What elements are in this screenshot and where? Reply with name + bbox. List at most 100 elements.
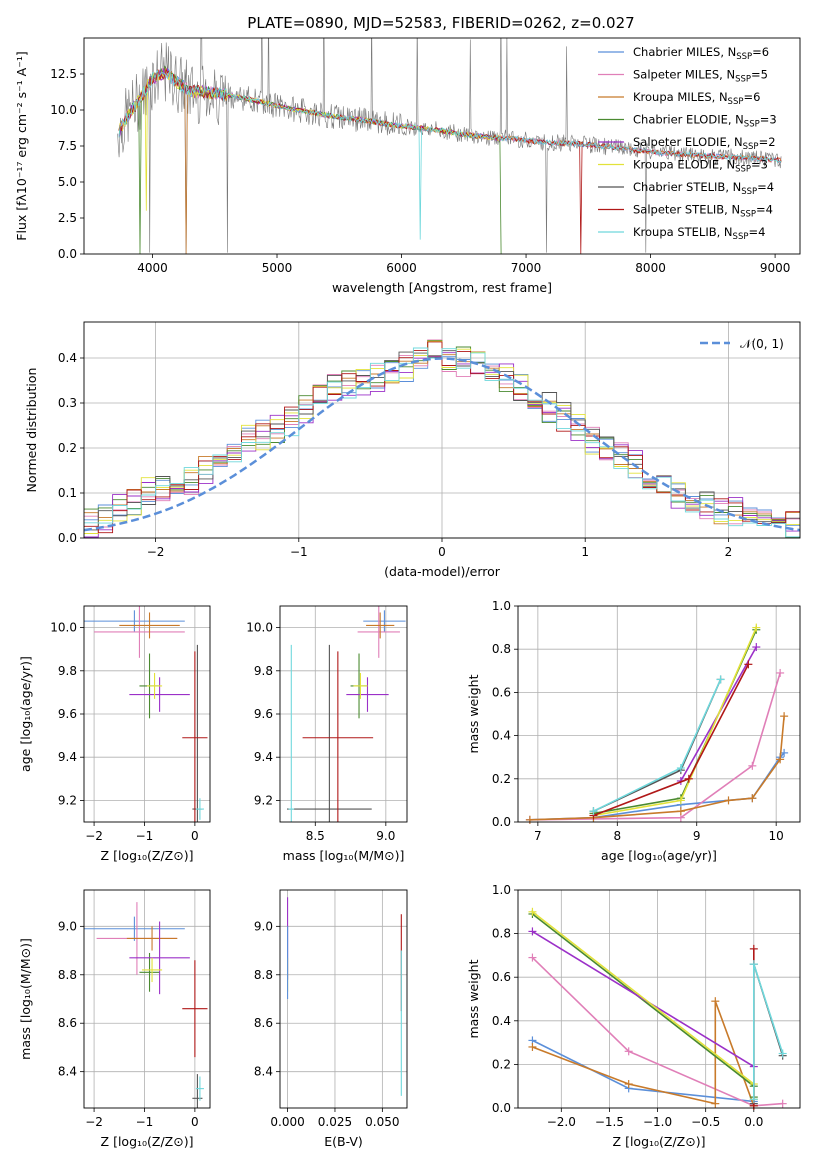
legend-value: =4 [748, 225, 765, 239]
errorbar-point [288, 644, 295, 822]
x-axis-label: E(B-V) [324, 1134, 363, 1149]
errorbar-point [94, 606, 185, 658]
series-marker [528, 1042, 537, 1051]
errorbar-point [287, 644, 372, 822]
errorbar-point [357, 606, 400, 658]
legend-label: Salpeter STELIB, NSSP=4 [633, 203, 773, 220]
legend-label: Salpeter ELODIE, NSSP=2 [633, 135, 776, 152]
x-tick-label: −1 [136, 1115, 154, 1129]
series-marker [780, 712, 789, 721]
x-tick-label: 0.050 [365, 1115, 399, 1129]
errorbar-point [182, 960, 208, 1058]
series-line [593, 629, 758, 815]
y-tick-label: 0.2 [492, 772, 511, 786]
observed-spectrum [117, 38, 782, 253]
series-marker [711, 1099, 720, 1108]
axes-frame [83, 889, 211, 1109]
y-tick-label: 0.4 [492, 729, 511, 743]
series-marker [749, 1095, 758, 1104]
y-tick-label: 0.0 [492, 1101, 511, 1115]
y-axis-label: mass weight [466, 959, 481, 1038]
legend-value: =3 [751, 158, 768, 172]
plot-massweight-vs-age: 7 8 9 10 0.0 0.2 0.4 0.6 0.8 1.0 age [log₁₀(age/yr… [466, 599, 801, 863]
x-tick-label: 9000 [760, 261, 791, 275]
axes-frame [517, 605, 801, 823]
x-tick-label: 8.5 [306, 829, 325, 843]
y-tick-label: 0.8 [492, 642, 511, 656]
figure-title: PLATE=0890, MJD=52583, FIBERID=0262, z=0… [247, 14, 634, 32]
x-tick-label: 0.000 [270, 1115, 304, 1129]
x-tick-label: 9 [693, 829, 701, 843]
y-axis-label: Normed distribution [24, 368, 39, 493]
legend-subscript: SSP [743, 142, 759, 152]
errorbar-point [192, 1074, 203, 1108]
x-tick-label: 0 [191, 829, 199, 843]
legend-subscript: SSP [733, 232, 749, 242]
series-line [753, 963, 784, 1100]
y-tick-label: 8.6 [254, 1016, 273, 1030]
series-marker [749, 944, 758, 953]
y-tick-label: 12.5 [50, 67, 77, 81]
errorbars [84, 902, 208, 1108]
y-tick-label: 0.8 [492, 927, 511, 941]
series-line [593, 627, 758, 817]
x-tick-label: 1 [581, 545, 589, 559]
legend-label: Chabrier STELIB, NSSP=4 [633, 180, 774, 197]
x-tick-label: −2 [85, 829, 103, 843]
y-tick-label: 0.4 [492, 1014, 511, 1028]
y-tick-label: 8.8 [254, 968, 273, 982]
series-marker [676, 796, 685, 805]
errorbar-point [119, 612, 180, 639]
series-marker [748, 794, 757, 803]
series-marker [752, 623, 761, 632]
errorbars [287, 606, 406, 822]
y-tick-label: 8.6 [58, 1016, 77, 1030]
x-tick-label: 8000 [635, 261, 666, 275]
y-tick-label: 0.0 [58, 247, 77, 261]
legend-subscript: SSP [735, 165, 751, 175]
series-marker [776, 668, 785, 677]
series-lines [525, 623, 789, 824]
series-marker [525, 815, 534, 824]
legend-value: =6 [743, 90, 760, 104]
legend-label: Salpeter MILES, NSSP=5 [633, 68, 768, 85]
x-tick-label: 0 [191, 1115, 199, 1129]
y-tick-label: 9.4 [58, 750, 77, 764]
y-tick-label: 1.0 [492, 599, 511, 613]
plot-mass-vs-ebv: 0.000 0.025 0.050 8.4 8.6 8.8 9.0 E(B-V) [254, 889, 408, 1149]
y-tick-label: 0.0 [492, 815, 511, 829]
errorbar-point [84, 916, 185, 941]
axes-frame [83, 321, 801, 539]
series-marker [778, 1099, 787, 1108]
plot-residuals: −2 −1 0 1 2 0.0 0.1 0.2 0.3 0.4 (data-model)/error… [24, 321, 801, 579]
y-tick-label: 2.5 [58, 211, 77, 225]
x-tick-label: −1 [290, 545, 308, 559]
series-marker [624, 1047, 633, 1056]
series-marker [748, 761, 757, 770]
y-tick-label: 0.0 [58, 531, 77, 545]
x-tick-label: 7000 [511, 261, 542, 275]
axes-frame [517, 889, 801, 1109]
spectrum-lines [117, 38, 782, 254]
y-tick-label: 8.4 [58, 1065, 77, 1079]
series-line [593, 663, 750, 817]
errorbar-point [195, 1076, 204, 1101]
y-axis-label: mass weight [466, 674, 481, 753]
plot-mass-vs-Z: −2 −1 0 8.4 8.6 8.8 9.0 Z [log₁₀(Z/Z⊙)] mass [lo… [18, 889, 211, 1149]
series-marker [749, 960, 758, 969]
axes-frame [83, 605, 211, 823]
y-tick-label: 9.0 [254, 919, 273, 933]
x-tick-label: 5000 [262, 261, 293, 275]
x-tick-label: 9.0 [376, 829, 395, 843]
y-tick-label: 9.8 [58, 664, 77, 678]
y-tick-label: 0.6 [492, 685, 511, 699]
legend-subscript: SSP [736, 52, 752, 62]
errorbar-point [126, 926, 178, 951]
errorbar-point [346, 677, 389, 712]
plot-massweight-vs-Z: −2.0 −1.5 −1.0 −0.5 0.0 0.0 0.2 0.4 0.6 0.8 1.0 Z [… [466, 883, 801, 1149]
errorbar-point [353, 672, 368, 699]
axes-frame [83, 37, 801, 255]
errorbar-point [182, 651, 208, 822]
x-tick-label: 0.025 [318, 1115, 352, 1129]
x-axis-label: age [log₁₀(age/yr)] [601, 848, 717, 863]
